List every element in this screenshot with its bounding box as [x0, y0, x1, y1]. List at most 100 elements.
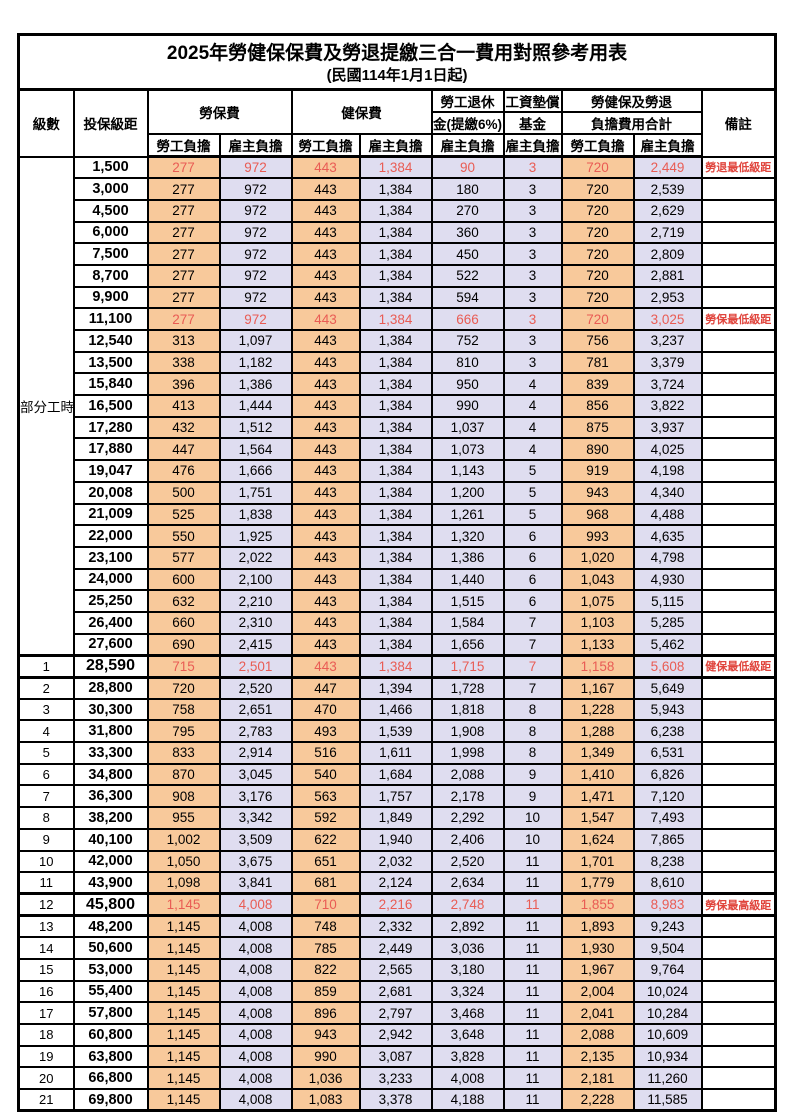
labor-fee-employee-cell: 720	[146, 676, 221, 700]
header-row-3: 勞工負擔 雇主負擔 勞工負擔 雇主負擔 雇主負擔 雇主負擔 勞工負擔 雇主負擔	[19, 133, 776, 158]
wage-fund-employer-cell: 8	[502, 741, 563, 765]
total-employee-cell: 2,041	[560, 1001, 635, 1025]
labor-fee-employer-cell: 3,841	[218, 871, 293, 895]
level-cell: 9	[17, 827, 75, 852]
table-row: 9 40,100 1,002 3,509 622 1,940 2,406 10 1,624 7,8…	[17, 827, 777, 852]
health-fee-employer-cell: 1,384	[358, 177, 433, 201]
total-employer-cell: 2,539	[632, 177, 703, 201]
pension-employer-cell: 1,584	[430, 610, 505, 635]
pension-employer-cell: 594	[430, 285, 505, 310]
note-cell	[700, 914, 777, 939]
table-row: 13 48,200 1,145 4,008 748 2,332 2,892 11 1,893 9,…	[17, 914, 777, 939]
total-employee-cell: 1,779	[560, 871, 635, 895]
title-block: 2025年勞健保保費及勞退提繳三合一費用對照參考用表 (民國114年1月1日起)	[17, 33, 777, 91]
note-cell	[700, 198, 777, 223]
health-fee-employer-cell: 2,332	[358, 914, 433, 939]
table-row: 16,500 413 1,444 443 1,384 990 4 856 3,822	[19, 394, 777, 418]
bracket-cell: 3,000	[72, 177, 149, 201]
table-row: 12 45,800 1,145 4,008 710 2,216 2,748 11 1,855 8,…	[17, 892, 777, 918]
note-cell	[700, 979, 777, 1004]
wage-fund-employer-cell: 11	[502, 1044, 563, 1069]
pension-employer-cell: 1,261	[430, 502, 505, 527]
health-fee-employer-cell: 2,565	[358, 957, 433, 982]
health-fee-employer-cell: 1,384	[358, 263, 433, 288]
note-cell	[700, 849, 777, 874]
total-employee-cell: 720	[560, 198, 635, 223]
bracket-cell: 63,800	[72, 1044, 149, 1069]
health-fee-employer-cell: 2,797	[358, 1001, 433, 1025]
health-fee-employee-cell: 443	[290, 610, 361, 635]
note-cell	[700, 806, 777, 830]
health-fee-employer-cell: 1,384	[358, 220, 433, 245]
health-fee-employer-cell: 1,384	[358, 653, 433, 679]
total-employer-cell: 5,943	[632, 697, 703, 722]
total-employer-cell: 2,719	[632, 220, 703, 245]
column-header-wage-fund-line1: 工資墊償	[502, 88, 563, 113]
total-employer-cell: 9,504	[632, 936, 703, 960]
note-cell: 勞保最高級距	[700, 892, 777, 918]
total-employer-cell: 6,826	[632, 762, 703, 787]
total-employer-cell: 2,881	[632, 263, 703, 288]
table-row: 6,000 277 972 443 1,384 360 3 720 2,719	[19, 220, 777, 245]
table-row: 17 57,800 1,145 4,008 896 2,797 3,468 11 2,041 10…	[17, 1001, 777, 1025]
bracket-cell: 1,500	[72, 155, 149, 180]
labor-fee-employee-cell: 715	[146, 653, 221, 679]
labor-fee-employee-cell: 277	[146, 220, 221, 245]
labor-fee-employee-cell: 447	[146, 437, 221, 462]
subheader-total-employee: 勞工負擔	[560, 133, 635, 158]
health-fee-employee-cell: 443	[290, 350, 361, 375]
total-employer-cell: 7,120	[632, 784, 703, 809]
table-row: 18 60,800 1,145 4,008 943 2,942 3,648 11 2,088 10…	[17, 1023, 777, 1047]
health-fee-employer-cell: 1,384	[358, 242, 433, 266]
bracket-cell: 11,100	[72, 307, 149, 331]
labor-fee-employer-cell: 4,008	[218, 936, 293, 960]
health-fee-employee-cell: 447	[290, 676, 361, 700]
health-fee-employee-cell: 443	[290, 329, 361, 353]
wage-fund-employer-cell: 3	[502, 220, 563, 245]
health-fee-employee-cell: 443	[290, 263, 361, 288]
bracket-cell: 50,600	[72, 936, 149, 960]
bracket-cell: 25,250	[72, 589, 149, 613]
table-row: 6 34,800 870 3,045 540 1,684 2,088 9 1,410 6,826	[17, 762, 777, 787]
wage-fund-employer-cell: 3	[502, 242, 563, 266]
labor-fee-employee-cell: 955	[146, 806, 221, 830]
health-fee-employee-cell: 516	[290, 741, 361, 765]
bracket-cell: 21,009	[72, 502, 149, 527]
wage-fund-employer-cell: 3	[502, 155, 563, 180]
column-header-labor-fee: 勞保費	[146, 88, 293, 135]
total-employee-cell: 1,043	[560, 567, 635, 592]
health-fee-employee-cell: 943	[290, 1023, 361, 1047]
health-fee-employee-cell: 443	[290, 589, 361, 613]
wage-fund-employer-cell: 11	[502, 1023, 563, 1047]
health-fee-employer-cell: 1,394	[358, 676, 433, 700]
total-employee-cell: 968	[560, 502, 635, 527]
note-cell	[700, 719, 777, 744]
wage-fund-employer-cell: 11	[502, 849, 563, 874]
table-row: 21,009 525 1,838 443 1,384 1,261 5 968 4,488	[19, 502, 777, 527]
total-employer-cell: 10,609	[632, 1023, 703, 1047]
pension-employer-cell: 3,468	[430, 1001, 505, 1025]
wage-fund-employer-cell: 3	[502, 307, 563, 331]
column-header-bracket: 投保級距	[72, 88, 149, 158]
pension-employer-cell: 360	[430, 220, 505, 245]
bracket-cell: 24,000	[72, 567, 149, 592]
wage-fund-employer-cell: 11	[502, 1066, 563, 1091]
level-cell: 12	[17, 892, 75, 918]
header-row-1: 級數 投保級距 勞保費 健保費 勞工退休 工資墊償 勞健保及勞退 備註	[17, 88, 777, 158]
total-employer-cell: 4,025	[632, 437, 703, 462]
health-fee-employee-cell: 896	[290, 1001, 361, 1025]
health-fee-employer-cell: 1,384	[358, 480, 433, 505]
table-row: 14 50,600 1,145 4,008 785 2,449 3,036 11 1,930 9,…	[17, 936, 777, 960]
note-cell	[700, 567, 777, 592]
health-fee-employer-cell: 1,384	[358, 459, 433, 483]
labor-fee-employee-cell: 690	[146, 632, 221, 657]
table-row: 23,100 577 2,022 443 1,384 1,386 6 1,020 4,798	[19, 545, 777, 570]
labor-fee-employee-cell: 1,145	[146, 892, 221, 918]
labor-fee-employer-cell: 4,008	[218, 957, 293, 982]
pension-employer-cell: 1,656	[430, 632, 505, 657]
labor-fee-employer-cell: 4,008	[218, 892, 293, 918]
wage-fund-employer-cell: 3	[502, 350, 563, 375]
labor-fee-employee-cell: 476	[146, 459, 221, 483]
labor-fee-employer-cell: 1,925	[218, 524, 293, 548]
labor-fee-employer-cell: 1,838	[218, 502, 293, 527]
